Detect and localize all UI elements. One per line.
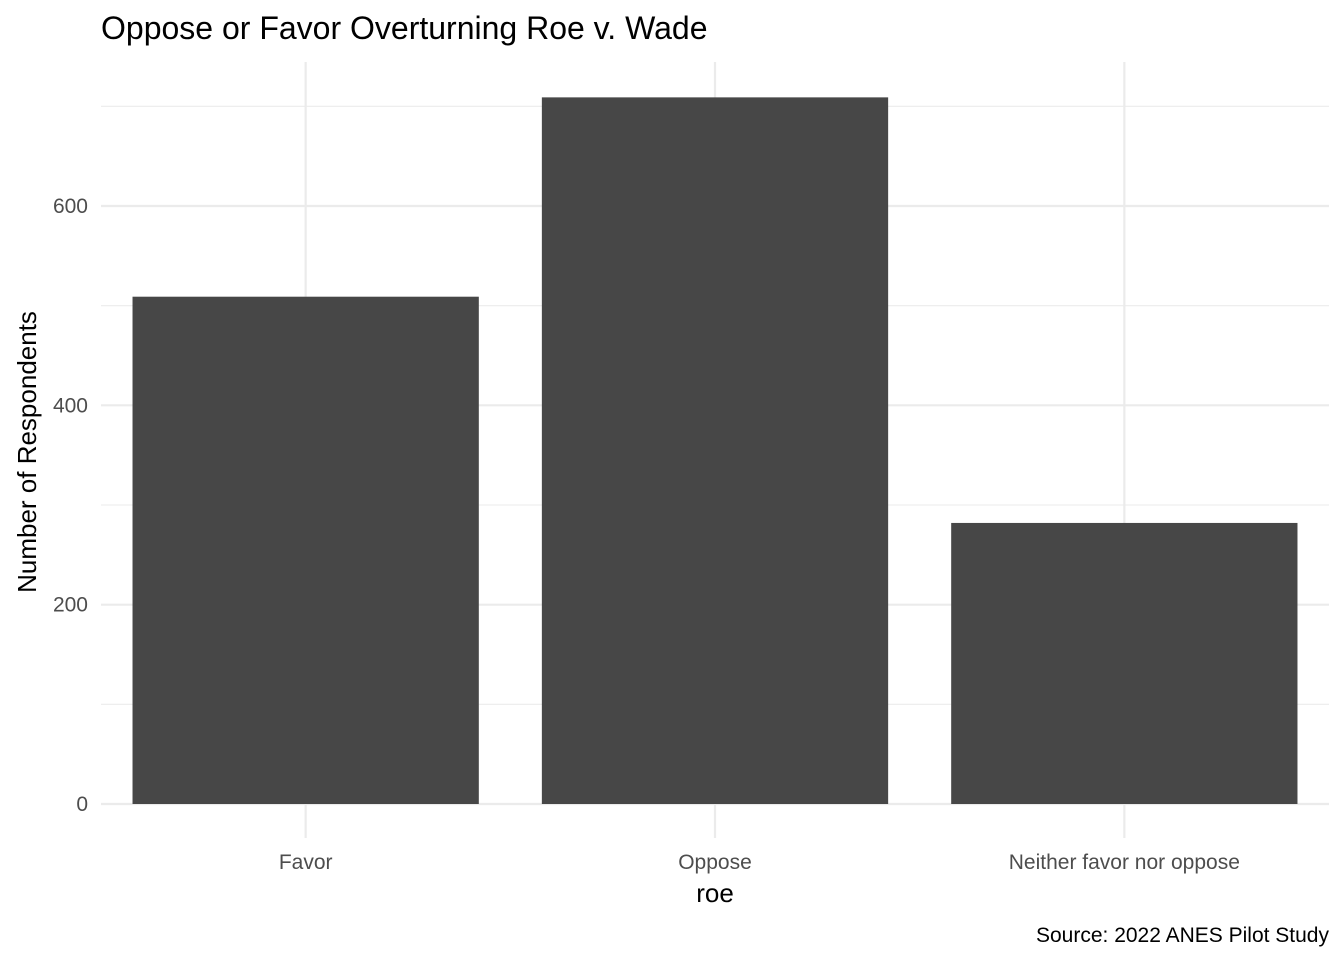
y-tick-label: 0 [76,793,88,816]
chart-title: Oppose or Favor Overturning Roe v. Wade [101,10,707,46]
y-tick-label: 200 [53,594,88,617]
y-tick-labels: 0 200 400 600 [53,195,88,816]
source-caption: Source: 2022 ANES Pilot Study [1036,924,1330,947]
x-tick-label: Oppose [678,851,752,874]
y-tick-label: 400 [53,394,88,417]
bar-oppose [541,97,889,804]
bar-favor [132,296,479,804]
x-tick-labels: Favor Oppose Neither favor nor oppose [279,851,1240,874]
x-tick-label: Favor [279,851,333,874]
bars [132,97,1298,804]
y-axis-title: Number of Respondents [12,311,42,593]
x-tick-label: Neither favor nor oppose [1009,851,1240,874]
x-axis-title: roe [696,878,734,908]
y-tick-label: 600 [53,195,88,218]
bar-neither-favor-nor-oppose [951,522,1298,804]
